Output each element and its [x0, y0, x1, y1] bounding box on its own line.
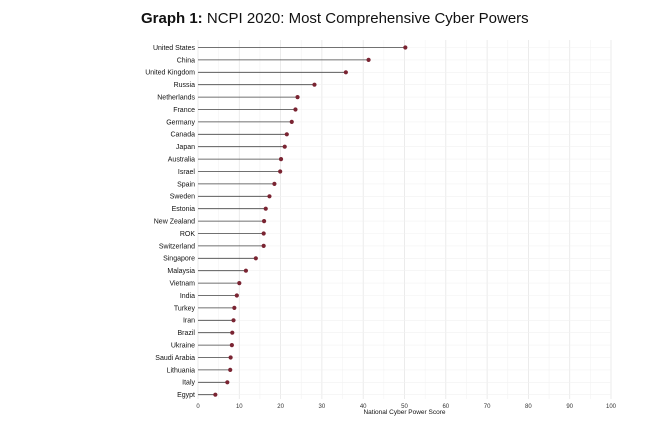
- lollipop-dot: [403, 45, 408, 50]
- chart-title-prefix: Graph 1:: [141, 10, 203, 27]
- lollipop-dot: [312, 82, 317, 87]
- lollipop-dot: [263, 206, 268, 211]
- country-label: Israel: [178, 169, 196, 176]
- x-tick-label: 60: [442, 404, 449, 410]
- lollipop-dot: [267, 194, 272, 199]
- lollipop-dot: [213, 392, 218, 397]
- x-tick-label: 40: [360, 404, 367, 410]
- country-label: Iran: [183, 318, 195, 325]
- lollipop-dot: [237, 281, 242, 286]
- country-label: ROK: [180, 231, 196, 238]
- lollipop-dot: [228, 367, 233, 372]
- lollipop-dot: [231, 318, 236, 323]
- country-label: Turkey: [174, 305, 196, 312]
- country-label: Netherlands: [157, 95, 195, 102]
- lollipop-dot: [284, 132, 289, 137]
- lollipop-dot: [261, 243, 266, 248]
- chart-title-row: Graph 1: NCPI 2020: Most Comprehensive C…: [141, 10, 529, 27]
- lollipop-dot: [293, 107, 298, 112]
- country-labels: United States China United Kingdom Russia Ne…: [145, 45, 195, 399]
- lollipop-dot: [229, 343, 234, 348]
- x-axis-title: National Cyber Power Score: [363, 409, 445, 416]
- country-label: China: [177, 57, 195, 64]
- x-tick-label: 70: [484, 404, 491, 410]
- lollipop-dot: [278, 169, 283, 174]
- lollipop-dot: [366, 57, 371, 63]
- lollipop-stems: [198, 47, 406, 396]
- country-label: Japan: [176, 144, 195, 151]
- country-label: Saudi Arabia: [155, 355, 195, 362]
- country-label: Sweden: [170, 194, 195, 201]
- lollipop-dot: [289, 119, 294, 124]
- lollipop-dot: [343, 70, 348, 75]
- country-label: Vietnam: [169, 281, 195, 288]
- country-label: Estonia: [172, 206, 195, 213]
- country-label: Spain: [177, 181, 195, 188]
- country-label: Malaysia: [167, 268, 195, 275]
- lollipop-dot: [272, 181, 277, 186]
- lollipop-dot: [253, 256, 258, 261]
- x-tick-label: 10: [236, 404, 243, 410]
- country-label: Canada: [170, 132, 195, 139]
- x-tick-label: 90: [566, 404, 573, 410]
- country-label: Egypt: [177, 392, 195, 399]
- chart-title: NCPI 2020: Most Comprehensive Cyber Powe…: [206, 10, 529, 27]
- country-label: Russia: [174, 82, 196, 89]
- x-tick-label: 20: [277, 404, 284, 410]
- country-label: Singapore: [163, 256, 195, 263]
- country-label: Switzerland: [159, 243, 195, 250]
- x-axis-ticks: 0 10 20 30 40 50 60 70 80 90 100: [196, 404, 616, 410]
- country-label: France: [173, 107, 195, 114]
- grid-lines: [197, 40, 612, 399]
- country-label: Germany: [166, 119, 195, 126]
- country-label: India: [180, 293, 195, 300]
- lollipop-dot: [234, 293, 239, 298]
- lollipop-dot: [282, 144, 287, 149]
- country-label: Italy: [182, 380, 195, 387]
- x-tick-label: 50: [401, 404, 408, 410]
- lollipop-dot: [278, 157, 284, 162]
- lollipop-dot: [225, 380, 230, 385]
- x-tick-label: 0: [196, 404, 200, 410]
- lollipop-dot: [228, 355, 233, 360]
- x-tick-label: 100: [606, 404, 617, 410]
- lollipop-dot: [243, 268, 249, 273]
- lollipop-dot: [232, 305, 237, 310]
- lollipop-dot: [230, 330, 235, 335]
- country-label: Brazil: [177, 330, 195, 337]
- country-label: United States: [153, 45, 196, 52]
- country-label: Lithuania: [167, 367, 196, 374]
- lollipop-dots: [213, 45, 408, 397]
- lollipop-dot: [261, 231, 266, 236]
- x-tick-label: 80: [525, 404, 532, 410]
- lollipop-dot: [295, 95, 300, 100]
- x-tick-label: 30: [319, 404, 326, 410]
- country-label: United Kingdom: [145, 70, 195, 77]
- country-label: New Zealand: [154, 219, 195, 226]
- lollipop-dot: [261, 219, 267, 224]
- country-label: Ukraine: [171, 343, 195, 350]
- country-label: Australia: [168, 157, 195, 164]
